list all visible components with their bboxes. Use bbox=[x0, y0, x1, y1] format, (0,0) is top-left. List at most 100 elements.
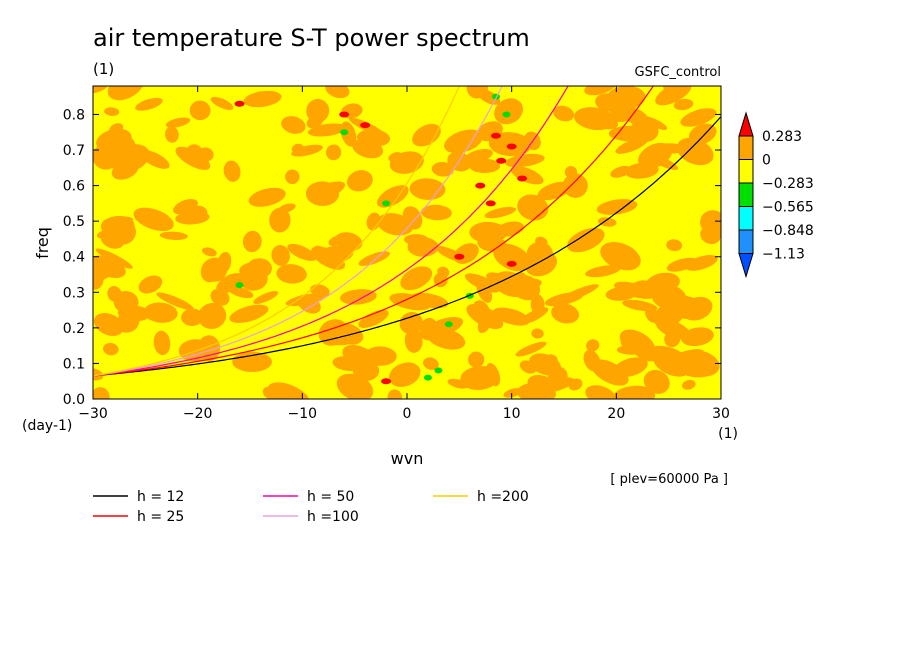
legend-label: h = 50 bbox=[307, 489, 354, 505]
contour-blob bbox=[615, 137, 649, 154]
cold-spot bbox=[340, 129, 349, 136]
contour-blob bbox=[510, 166, 544, 185]
contour-blob bbox=[655, 86, 692, 106]
colorbar-label: 0.283 bbox=[762, 129, 802, 145]
hot-spot bbox=[485, 200, 496, 207]
colorbar-label: −1.13 bbox=[762, 247, 805, 263]
contour-blob bbox=[197, 335, 221, 362]
contour-blob bbox=[107, 286, 122, 302]
contour-blob bbox=[93, 312, 124, 337]
contour-blob bbox=[389, 151, 424, 174]
contour-field bbox=[93, 86, 721, 399]
contour-blob bbox=[648, 345, 684, 362]
contour-blob bbox=[680, 327, 714, 347]
curve-h-50 bbox=[93, 86, 569, 377]
contour-blob bbox=[306, 184, 325, 204]
title-units: (1) bbox=[93, 60, 114, 78]
legend-label: h =100 bbox=[307, 509, 359, 525]
contour-blob bbox=[138, 275, 163, 294]
x-axis: −30 −20 −10 0 10 20 30 bbox=[78, 86, 730, 422]
legend: h = 12 h = 25 h = 50 h =100 h =200 bbox=[93, 489, 529, 525]
dispersion-curves bbox=[93, 86, 721, 377]
contour-blob bbox=[197, 303, 227, 329]
colorbar-top-arrow bbox=[738, 111, 754, 137]
legend-label: h = 25 bbox=[137, 509, 184, 525]
colorbar-label: −0.565 bbox=[762, 200, 814, 216]
curve-h-100 bbox=[93, 86, 503, 377]
hot-spot bbox=[506, 143, 517, 150]
contour-blob bbox=[340, 289, 377, 305]
contour-blob bbox=[407, 237, 439, 257]
contour-blob bbox=[568, 378, 583, 391]
y-tick-label: 0.7 bbox=[63, 143, 85, 159]
hot-spot bbox=[506, 260, 517, 267]
contour-blob bbox=[102, 147, 131, 170]
contour-blob bbox=[93, 86, 108, 94]
contour-blob bbox=[667, 295, 703, 320]
contour-blob bbox=[685, 255, 718, 271]
contour-blob bbox=[389, 362, 421, 387]
contour-blob bbox=[673, 98, 694, 111]
contour-blob bbox=[229, 304, 269, 323]
contour-blob bbox=[567, 227, 605, 253]
contour-blob bbox=[586, 339, 600, 352]
y-axis-units: (day-1) bbox=[22, 418, 72, 434]
x-tick-label: −10 bbox=[288, 406, 318, 422]
contour-blob bbox=[531, 328, 544, 339]
contour-blob bbox=[423, 357, 439, 371]
colorbar-label: −0.283 bbox=[762, 176, 814, 192]
contour-blob bbox=[104, 107, 120, 116]
contour-blob bbox=[638, 142, 673, 169]
contour-blob bbox=[597, 217, 617, 227]
contour-blob bbox=[400, 266, 433, 291]
contour-blob bbox=[287, 243, 317, 261]
contour-blob bbox=[135, 97, 163, 111]
contour-blob bbox=[175, 211, 210, 225]
contour-blob bbox=[352, 360, 380, 382]
cold-spot bbox=[235, 282, 244, 289]
contour-blob bbox=[311, 246, 346, 270]
contour-blob bbox=[139, 150, 170, 169]
contour-blob bbox=[307, 123, 347, 137]
contour-blob bbox=[203, 257, 228, 282]
contour-blob bbox=[444, 129, 483, 154]
contour-blob bbox=[325, 86, 350, 99]
colorbar-box bbox=[738, 159, 754, 184]
curve-h-25 bbox=[93, 86, 655, 377]
hot-spot bbox=[517, 175, 528, 182]
level-note: [ plev=60000 Pa ] bbox=[610, 472, 728, 487]
hot-spot bbox=[339, 111, 350, 118]
contour-blob bbox=[472, 300, 491, 324]
contour-blob bbox=[596, 199, 638, 215]
contour-blob bbox=[431, 161, 455, 177]
contour-blob bbox=[109, 219, 136, 245]
contour-blob bbox=[630, 118, 659, 142]
contour-blob bbox=[578, 108, 619, 130]
contour-blob bbox=[248, 187, 286, 207]
cold-spot bbox=[423, 374, 432, 381]
y-tick-label: 0.4 bbox=[63, 250, 85, 266]
contour-blob bbox=[243, 90, 282, 108]
contour-blob bbox=[271, 245, 290, 266]
contour-blob bbox=[246, 258, 272, 279]
contour-blob bbox=[202, 247, 217, 257]
experiment-label: GSFC_control bbox=[635, 65, 721, 80]
contour-blob bbox=[165, 126, 179, 143]
colorbar-box bbox=[738, 182, 754, 207]
contour-blob bbox=[404, 328, 423, 353]
contour-blob bbox=[358, 251, 390, 266]
y-tick-label: 0.5 bbox=[63, 214, 85, 230]
y-tick-label: 0.0 bbox=[63, 392, 85, 408]
plot-area bbox=[92, 85, 722, 400]
contour-blob bbox=[494, 98, 524, 125]
cold-spot bbox=[434, 367, 443, 374]
contour-blob bbox=[358, 309, 389, 328]
hot-spot bbox=[475, 182, 486, 189]
contour-blob bbox=[682, 379, 696, 390]
hot-spot bbox=[496, 157, 507, 164]
contour-blob bbox=[346, 170, 373, 192]
contour-blob bbox=[159, 231, 188, 240]
contour-blob bbox=[409, 178, 446, 200]
contour-blob bbox=[156, 292, 194, 311]
x-tick-label: −20 bbox=[183, 406, 213, 422]
